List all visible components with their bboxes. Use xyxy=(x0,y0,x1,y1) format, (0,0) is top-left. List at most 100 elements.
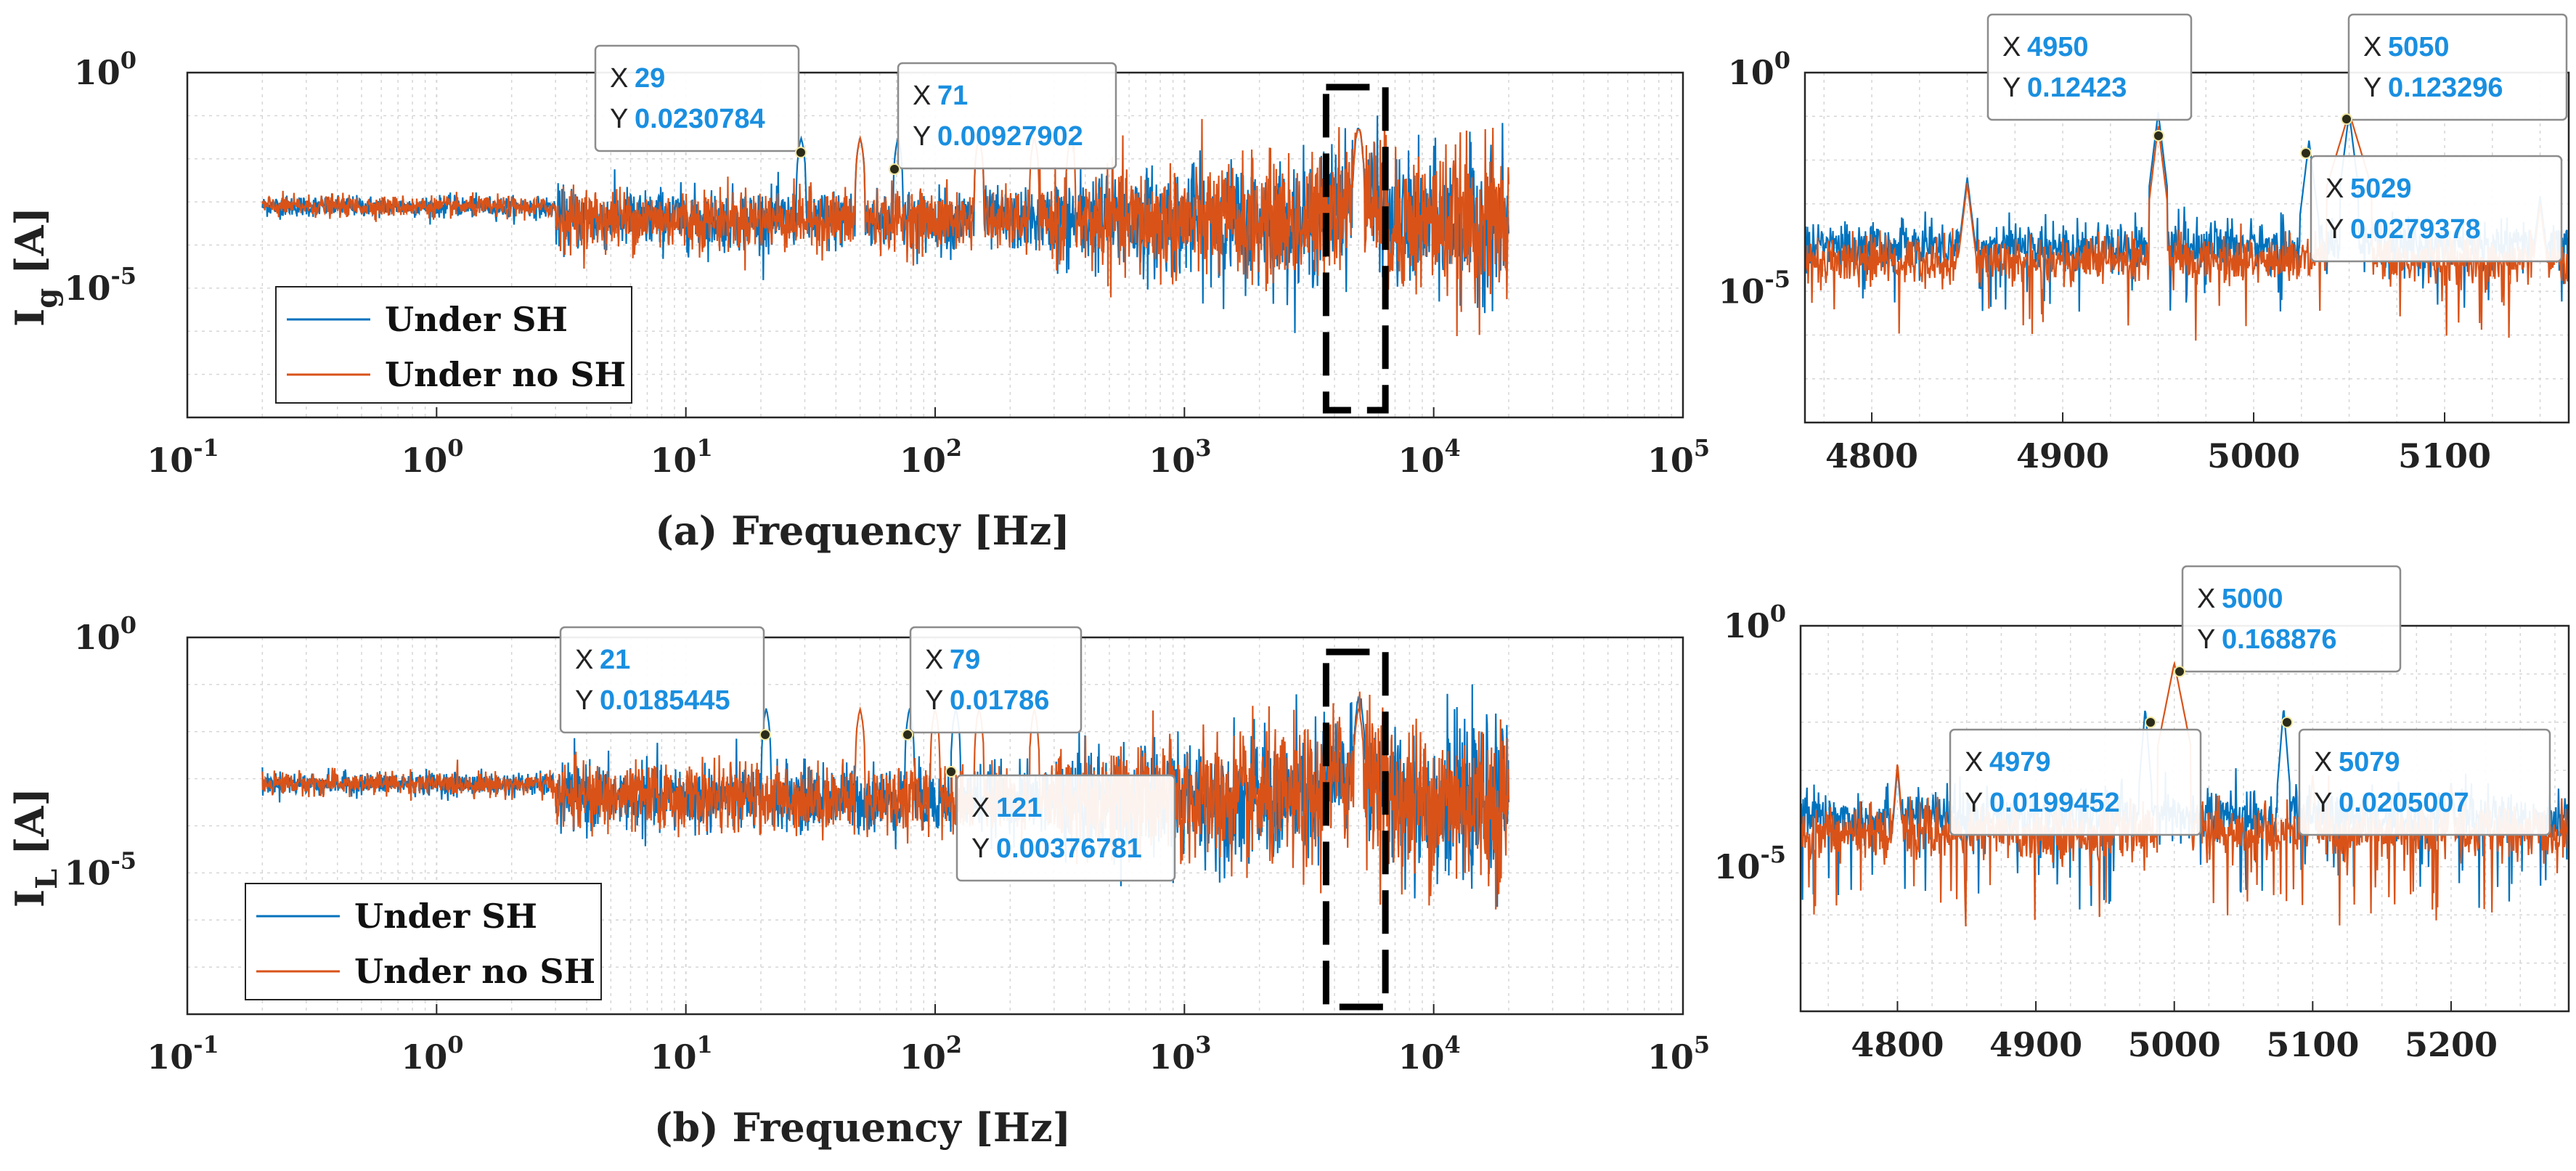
x-tick-label: 103 xyxy=(1149,1031,1211,1077)
x-tick-label: 10-1 xyxy=(147,1031,219,1077)
datatip-marker xyxy=(945,766,957,778)
datatip-x-value: 121 xyxy=(996,793,1042,823)
datatip-x-value: 71 xyxy=(937,81,968,111)
datatip-y-value: 0.0185445 xyxy=(600,685,730,716)
x-tick-label: 105 xyxy=(1647,434,1710,480)
legend-label: Under SH xyxy=(354,897,537,936)
datatip-y-value: 0.00927902 xyxy=(937,121,1083,152)
datatip-x-label: X xyxy=(2002,32,2021,62)
datatip-marker xyxy=(2341,113,2352,125)
datatip-y-label: Y xyxy=(2363,73,2381,103)
datatip-x-value: 4979 xyxy=(1989,747,2051,778)
y-tick-label: 10-5 xyxy=(64,262,136,308)
datatip-marker xyxy=(759,729,771,740)
datatip-y-value: 0.0199452 xyxy=(1989,788,2120,818)
datatip-x-value: 4950 xyxy=(2027,32,2089,62)
datatip-box xyxy=(955,774,1176,882)
y-tick-label: 10-5 xyxy=(1713,841,1786,886)
datatip-box xyxy=(559,626,765,734)
datatip-x-value: 79 xyxy=(950,645,980,675)
y-axis-label: IL [A] xyxy=(7,788,64,907)
x-axis-label: (a) Frequency [Hz] xyxy=(655,507,1070,554)
x-tick-label: 105 xyxy=(1647,1031,1710,1077)
legend-label: Under no SH xyxy=(354,952,595,991)
datatip-x-value: 21 xyxy=(600,645,630,675)
legend-box xyxy=(275,286,632,404)
datatip-x-value: 5050 xyxy=(2388,32,2450,62)
datatip-y-label: Y xyxy=(610,104,628,134)
series-line-2 xyxy=(261,691,1510,910)
series-line-2 xyxy=(261,112,1510,337)
datatip-y-label: Y xyxy=(2002,73,2021,103)
datatip: X 21Y 0.0185445 xyxy=(559,626,771,740)
x-tick-label: 5200 xyxy=(2405,1025,2498,1064)
x-tick-label: 5000 xyxy=(2128,1025,2221,1064)
x-tick-label: 10-1 xyxy=(147,434,219,480)
y-tick-label: 100 xyxy=(1728,46,1790,92)
datatip-box xyxy=(2310,155,2563,263)
datatip-box xyxy=(2181,565,2402,673)
panel-a_full: 10-1 100 101 102 103 104 105 100 10-5 (a) Frequen… xyxy=(7,46,1710,554)
datatip-y-label: Y xyxy=(2326,214,2344,245)
datatip-y-label: Y xyxy=(2314,788,2332,818)
x-tick-label: 104 xyxy=(1398,434,1461,480)
x-tick-label: 102 xyxy=(900,434,962,480)
datatip-x-value: 29 xyxy=(635,63,665,94)
x-tick-label: 102 xyxy=(900,1031,962,1077)
datatip-x-value: 5000 xyxy=(2222,584,2283,614)
datatip-x-label: X xyxy=(575,645,593,675)
datatip-marker xyxy=(2153,130,2164,142)
datatip-x-label: X xyxy=(2197,584,2215,614)
y-tick-label: 10-5 xyxy=(1718,265,1790,311)
datatip-y-value: 0.00376781 xyxy=(996,833,1142,864)
datatip-y-value: 0.168876 xyxy=(2222,624,2337,655)
legend-label: Under SH xyxy=(385,300,568,339)
datatip-y-label: Y xyxy=(925,685,943,716)
x-tick-label: 4900 xyxy=(1989,1025,2082,1064)
datatip-y-label: Y xyxy=(913,121,931,152)
datatip-y-label: Y xyxy=(971,833,990,864)
x-tick-label: 5000 xyxy=(2207,436,2300,476)
datatip-y-value: 0.01786 xyxy=(950,685,1049,716)
datatip-marker xyxy=(2145,717,2156,728)
datatip-box xyxy=(909,626,1083,734)
y-axis-label: Ig [A] xyxy=(7,207,64,327)
datatip-y-value: 0.123296 xyxy=(2388,73,2503,103)
x-axis-label: (b) Frequency [Hz] xyxy=(654,1104,1071,1151)
datatip-y-value: 0.0205007 xyxy=(2339,788,2469,818)
datatip-x-label: X xyxy=(925,645,943,675)
datatip-x-label: X xyxy=(913,81,931,111)
x-tick-label: 4900 xyxy=(2016,436,2109,476)
datatip-box xyxy=(897,62,1117,170)
panel-b_full: 10-1 100 101 102 103 104 105 100 10-5 (b) Frequen… xyxy=(7,611,1710,1151)
datatip-y-label: Y xyxy=(575,685,593,716)
legend-label: Under no SH xyxy=(385,355,626,394)
datatip-x-label: X xyxy=(2314,747,2332,778)
legend: Under SH Under no SH xyxy=(245,883,602,1000)
datatip-x-label: X xyxy=(2326,174,2344,204)
x-tick-label: 5100 xyxy=(2398,436,2491,476)
datatip-box xyxy=(594,44,800,152)
datatip-x-label: X xyxy=(971,793,990,823)
zoom-region-box xyxy=(1322,83,1389,414)
datatip-marker xyxy=(2281,717,2293,728)
datatip-box xyxy=(1949,728,2202,836)
x-tick-label: 4800 xyxy=(1825,436,1918,476)
x-tick-label: 100 xyxy=(401,434,463,480)
datatip-marker xyxy=(2174,666,2185,677)
datatip-x-value: 5079 xyxy=(2339,747,2400,778)
datatip-box xyxy=(2298,728,2551,836)
x-tick-label: 5100 xyxy=(2266,1025,2359,1064)
datatip-y-label: Y xyxy=(1965,788,1983,818)
legend: Under SH Under no SH xyxy=(275,286,632,404)
datatip-y-label: Y xyxy=(2197,624,2215,655)
y-tick-label: 100 xyxy=(74,611,136,657)
y-tick-label: 10-5 xyxy=(64,846,136,892)
legend-box xyxy=(245,883,602,1000)
datatip-x-value: 5029 xyxy=(2350,174,2412,204)
zoom-region-box xyxy=(1322,648,1389,1011)
